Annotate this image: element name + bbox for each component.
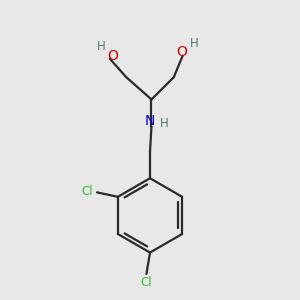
Text: Cl: Cl: [141, 276, 152, 289]
Text: H: H: [190, 37, 198, 50]
Text: O: O: [107, 49, 118, 63]
Text: Cl: Cl: [82, 185, 93, 198]
Text: O: O: [176, 45, 187, 59]
Text: H: H: [97, 40, 105, 53]
Text: N: N: [145, 114, 155, 128]
Text: H: H: [160, 117, 168, 130]
